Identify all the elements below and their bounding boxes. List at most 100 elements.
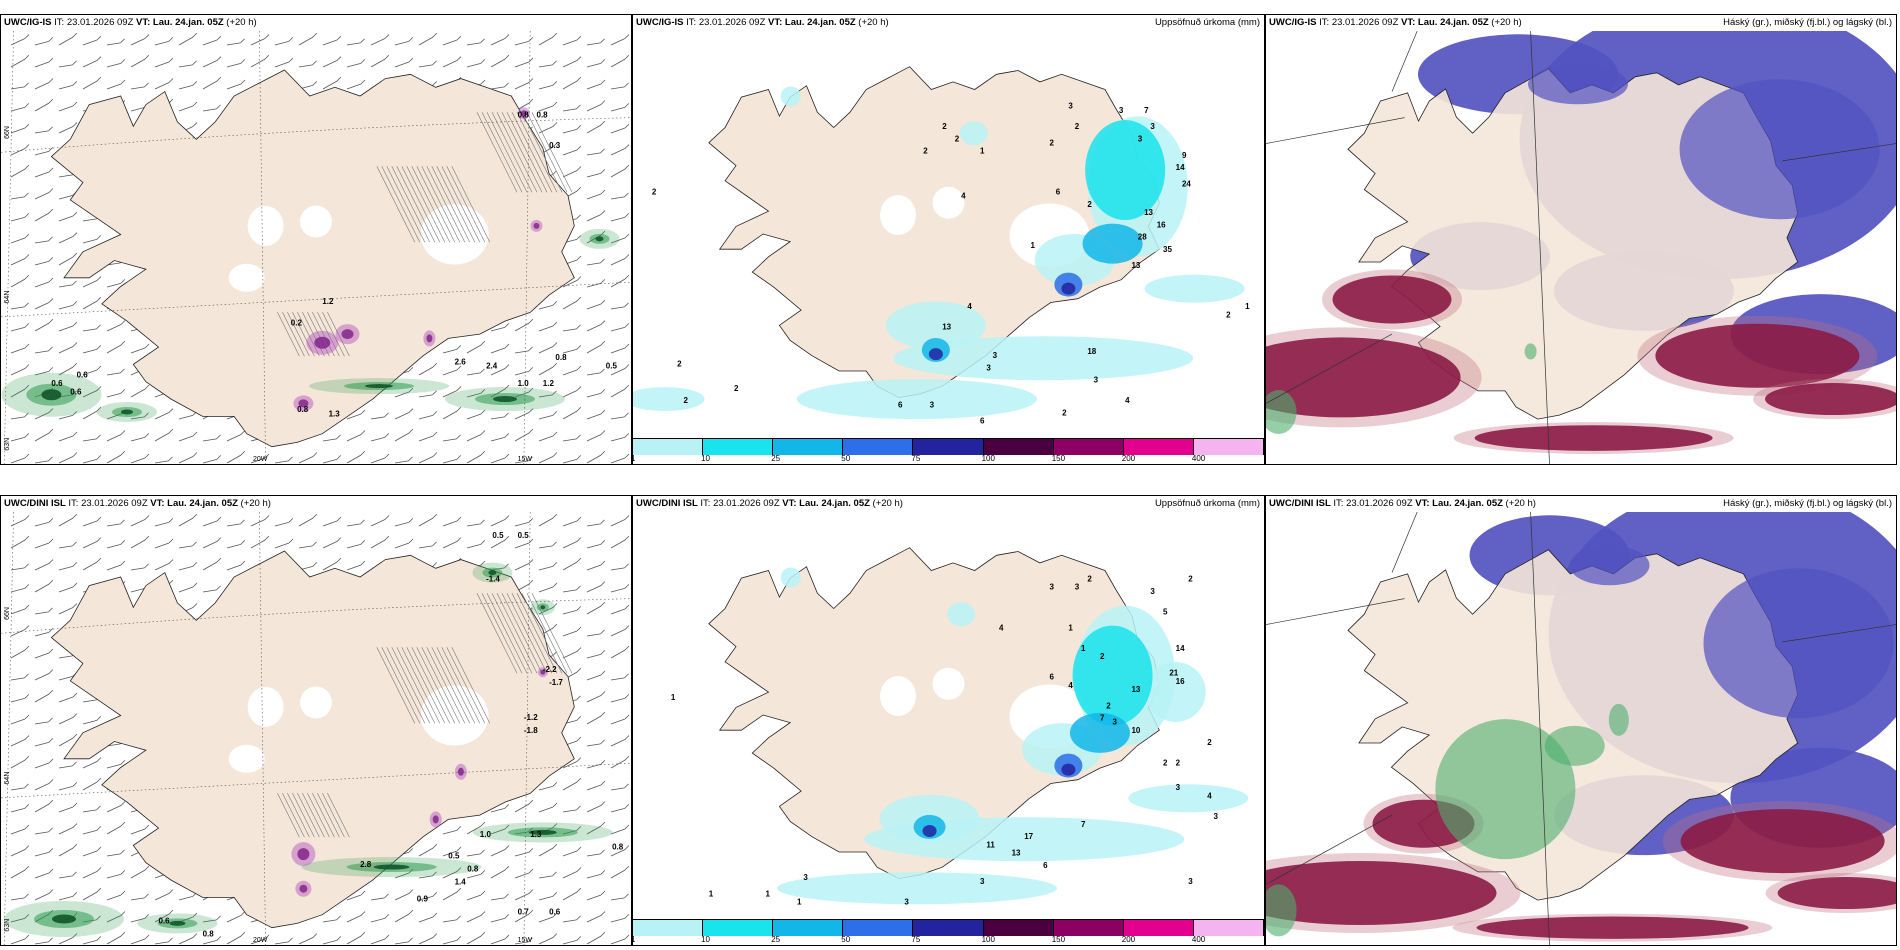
precip-value: 2	[955, 134, 960, 143]
colorbar-cell	[1123, 920, 1194, 936]
panel-header: UWC/DINI ISL IT: 23.01.2026 09Z VT: Lau.…	[633, 496, 1264, 512]
precip-value: 10	[1131, 726, 1140, 735]
lon-label: 20W	[253, 937, 268, 944]
value-label: -1.8	[524, 726, 538, 735]
colorbar-tick: 400	[1191, 454, 1206, 463]
precip-value: 14	[1176, 163, 1185, 172]
precip-value: 2	[1087, 200, 1092, 209]
precip-value: 3	[904, 898, 909, 907]
value-label: -1.4	[486, 574, 500, 583]
precip-value: 1	[671, 693, 676, 702]
panel-header: UWC/IG-IS IT: 23.01.2026 09Z VT: Lau. 24…	[633, 15, 1264, 31]
panel-wind-dini: UWC/DINI ISL IT: 23.01.2026 09Z VT: Lau.…	[0, 495, 632, 946]
precip-value: 3	[1150, 587, 1155, 596]
panel-title: Uppsöfnuð úrkoma (mm)	[1154, 498, 1260, 509]
precip-value: 6	[1043, 861, 1048, 870]
colorbar-cell	[983, 439, 1054, 455]
lat-label: 63N	[4, 919, 11, 932]
value-label: 0.6	[77, 370, 89, 379]
lon-label: 15W	[518, 937, 533, 944]
precip-value: 2	[1226, 310, 1231, 319]
colorbar-cell	[703, 920, 774, 936]
precip-value: 2	[1106, 701, 1111, 710]
precip-value: 2	[1176, 759, 1181, 768]
precip-value: 1	[766, 889, 771, 898]
value-label: 1.3	[530, 830, 542, 839]
colorbar-tick: 25	[771, 935, 781, 944]
value-label: 0.6	[70, 388, 82, 397]
colorbar-tick: 50	[841, 935, 851, 944]
precip-value: 3	[1049, 583, 1054, 592]
precip-value: 2	[1207, 738, 1212, 747]
value-label: 0.6	[159, 916, 171, 925]
panel-cloud-dini: UWC/DINI ISL IT: 23.01.2026 09Z VT: Lau.…	[1265, 495, 1897, 946]
cloud-map	[1266, 31, 1896, 464]
precip-value: 3	[1075, 583, 1080, 592]
precip-value: 2	[734, 384, 739, 393]
precip-value: 13	[1131, 261, 1140, 270]
value-label: 0.6	[51, 379, 63, 388]
panel-cloud-igis: UWC/IG-IS IT: 23.01.2026 09Z VT: Lau. 24…	[1265, 14, 1897, 465]
precip-value: 13	[1131, 685, 1140, 694]
precip-value: 3	[993, 351, 998, 360]
precip-value: 28	[1138, 233, 1147, 242]
precip-value: 2	[1100, 652, 1105, 661]
value-label: 0.2	[291, 318, 303, 327]
precip-value: 4	[961, 192, 966, 201]
precip-value: 2	[652, 188, 657, 197]
lat-label: 64N	[4, 772, 11, 785]
value-label: 1.3	[329, 409, 341, 418]
value-label: -1.7	[549, 678, 563, 687]
precip-value: 5	[1163, 607, 1168, 616]
value-label: 0.9	[417, 895, 429, 904]
precip-value: 2	[923, 147, 928, 156]
value-label: 0.5	[606, 362, 618, 371]
precip-value: 7	[1144, 106, 1149, 115]
precip-value: 6	[898, 400, 903, 409]
panel-header: UWC/DINI ISL IT: 23.01.2026 09Z VT: Lau.…	[1, 496, 631, 512]
colorbar-tick: 150	[1051, 454, 1066, 463]
colorbar-tick: 400	[1191, 935, 1206, 944]
colorbar-cell	[1053, 439, 1124, 455]
panel-header: UWC/IG-IS IT: 23.01.2026 09Z VT: Lau. 24…	[1, 15, 631, 31]
colorbar-tick: 1	[633, 454, 635, 463]
precip-value: 2	[1087, 575, 1092, 584]
value-label: 0.8	[297, 405, 309, 414]
precip-value: 9	[1182, 151, 1187, 160]
wind-map: 66N 64N 63N 20W 15W 0.5 0.5 -1.4 -2.2 -1.7 -1.2 -1.…	[1, 512, 631, 945]
value-label: 0.8	[612, 843, 624, 852]
value-label: 2.6	[455, 357, 467, 366]
colorbar-cell	[1053, 920, 1124, 936]
precip-value: 13	[1012, 849, 1021, 858]
colorbar-cell	[983, 920, 1054, 936]
value-label: 0.8	[467, 864, 479, 873]
colorbar-tick: 10	[701, 935, 710, 944]
precip-value: 2	[1163, 759, 1168, 768]
precip-value: 18	[1087, 347, 1096, 356]
panel-title: Háský (gr.), miðský (fj.bl.) og lágský (…	[1723, 498, 1892, 509]
panel-precip-igis: UWC/IG-IS IT: 23.01.2026 09Z VT: Lau. 24…	[632, 14, 1265, 465]
value-label: 0.8	[537, 111, 549, 120]
colorbar-tick: 25	[771, 454, 781, 463]
precip-value: 4	[1125, 396, 1130, 405]
colorbar-cell	[913, 920, 984, 936]
precip-value: 2	[677, 359, 682, 368]
precip-value: 7	[1100, 714, 1105, 723]
precip-value: 3	[930, 400, 935, 409]
panel-wind-igis: UWC/IG-IS IT: 23.01.2026 09Z VT: Lau. 24…	[0, 14, 632, 465]
colorbar-cell	[773, 439, 844, 455]
colorbar-cell	[843, 920, 914, 936]
precip-value: 11	[986, 840, 995, 849]
value-label: 1.0	[480, 830, 492, 839]
precip-value: 14	[1176, 644, 1185, 653]
precip-value: 3	[1094, 376, 1099, 385]
precip-value: 1	[1245, 302, 1250, 311]
precip-value: 24	[1182, 179, 1191, 188]
lat-label: 64N	[4, 291, 11, 304]
colorbar-tick: 100	[981, 935, 995, 944]
panel-title: Háský (gr.), miðský (fj.bl.) og lágský (…	[1723, 17, 1892, 28]
precip-value: 1	[797, 898, 802, 907]
value-label: 1.2	[543, 379, 555, 388]
panel-header: UWC/IG-IS IT: 23.01.2026 09Z VT: Lau. 24…	[1266, 15, 1896, 31]
colorbar-cell	[913, 439, 984, 455]
